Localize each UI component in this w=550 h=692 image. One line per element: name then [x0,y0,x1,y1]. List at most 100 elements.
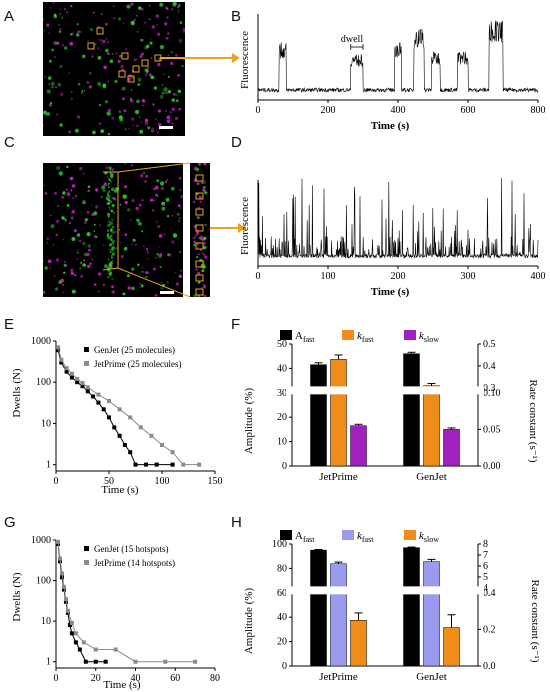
green-spot [159,2,164,7]
magenta-spot [133,18,136,22]
y-tick-label-right: 6 [483,561,488,572]
magenta-spot [144,74,147,77]
filament-spot [106,193,110,196]
strip-spot [196,243,199,246]
magenta-spot [150,198,154,202]
green-spot [97,56,102,60]
magenta-spot [111,169,114,172]
magenta-spot [114,17,117,20]
green-spot [86,232,91,237]
green-spot [63,218,67,221]
green-spot [92,130,96,135]
y-tick-label-right: 0.4 [483,361,496,372]
green-spot [138,116,141,119]
fluorescence-trace [257,177,539,259]
y-tick-label-right: 7 [483,550,488,561]
fluorescence-trace [257,20,539,94]
green-spot [59,13,62,15]
magenta-spot [60,8,62,10]
x-tick-label: 200 [321,105,336,116]
magenta-spot [177,3,181,7]
magenta-spot [69,41,74,46]
y-tick-label-left: 0 [282,661,287,672]
filament-spot [109,234,113,238]
magenta-spot [73,164,75,166]
green-spot [79,267,82,270]
green-spot [156,252,159,256]
y-tick-label-left: 10 [277,437,287,448]
magenta-spot [62,291,64,293]
green-spot [137,221,142,226]
magenta-spot [176,95,179,97]
magenta-spot [166,16,169,19]
green-spot [69,33,73,36]
green-spot [137,83,140,86]
chart-b: Fluorescence Time (s) dwell 0 200 400 600 80… [239,14,546,132]
panel-letter-g: G [4,514,16,531]
magenta-spot [165,36,169,40]
green-spot [109,59,114,63]
filament-spot [110,254,113,257]
magenta-spot [155,221,157,223]
magenta-spot [156,224,161,229]
green-spot [70,5,73,8]
green-spot [105,38,108,40]
magenta-spot [171,107,175,111]
magenta-spot [159,253,163,257]
magenta-spot [79,31,82,33]
magenta-spot [140,121,143,124]
magenta-spot [43,290,46,294]
green-spot [176,212,180,216]
magenta-spot [125,48,128,50]
green-spot [179,21,183,24]
magenta-spot [71,209,76,214]
green-spot [94,43,97,46]
green-spot [134,109,140,115]
legend-swatch [342,530,354,540]
magenta-spot [139,283,142,285]
magenta-spot [152,267,156,271]
green-spot [177,10,180,13]
magenta-spot [145,72,148,75]
filament-spot [107,202,110,205]
magenta-spot [111,285,114,288]
strip-spot [201,252,204,254]
magenta-spot [111,290,115,294]
filament-spot [107,236,111,240]
filament-spot [107,276,110,279]
magenta-spot [74,195,77,198]
magenta-spot [100,13,103,16]
magenta-spot [150,129,154,133]
magenta-spot [148,73,152,77]
chart-g-ylabel: Dwells (N) [11,572,23,622]
hotspot-box [195,174,204,182]
magenta-spot [107,108,111,112]
magenta-spot [52,2,56,4]
strip-spot [196,182,200,185]
green-spot [78,83,81,86]
y-tick-label-left: 0 [282,461,287,472]
green-spot [108,166,112,170]
magenta-spot [127,286,131,290]
magenta-spot [156,131,159,134]
y-tick-label: 1 [46,657,51,668]
strip-spot [202,180,206,184]
legend-label: GenJet (15 hotspots) [94,544,169,554]
magenta-spot [61,195,65,199]
green-spot [62,191,66,195]
zoom-line-top [117,162,191,173]
filament-spot [108,186,110,189]
magenta-spot [66,11,69,14]
magenta-spot [46,23,50,27]
magenta-spot [68,130,71,134]
green-spot [124,128,127,131]
green-spot [114,79,118,84]
chart-e-ylabel: Dwells (N) [11,368,23,418]
arrow-head-c [238,223,246,233]
magenta-spot [174,116,179,121]
bar [443,627,460,667]
bar [423,385,440,467]
magenta-spot [106,175,108,178]
magenta-spot [115,231,118,234]
magenta-spot [98,122,102,126]
